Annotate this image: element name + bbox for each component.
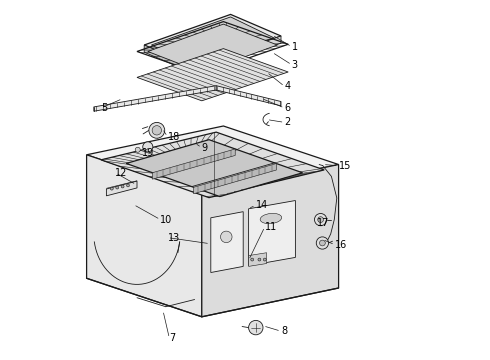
Circle shape xyxy=(126,184,129,187)
Polygon shape xyxy=(248,201,295,266)
Circle shape xyxy=(121,185,124,188)
Circle shape xyxy=(135,147,140,152)
Polygon shape xyxy=(211,212,243,273)
Polygon shape xyxy=(202,165,339,317)
Polygon shape xyxy=(87,155,202,317)
Circle shape xyxy=(149,122,165,138)
Polygon shape xyxy=(137,49,288,101)
Text: 8: 8 xyxy=(281,326,287,336)
Text: 9: 9 xyxy=(202,143,208,153)
Circle shape xyxy=(116,186,119,189)
Circle shape xyxy=(251,258,254,261)
Circle shape xyxy=(315,213,327,226)
Polygon shape xyxy=(144,14,281,67)
Text: 16: 16 xyxy=(335,240,347,250)
Circle shape xyxy=(110,187,113,190)
Text: 4: 4 xyxy=(285,81,291,91)
Circle shape xyxy=(152,126,162,135)
Circle shape xyxy=(143,142,153,152)
Polygon shape xyxy=(148,24,277,72)
Polygon shape xyxy=(151,17,274,66)
Circle shape xyxy=(263,258,266,261)
Text: 2: 2 xyxy=(285,117,291,127)
Circle shape xyxy=(220,231,232,243)
Text: 13: 13 xyxy=(168,233,180,243)
Text: 15: 15 xyxy=(339,161,351,171)
Circle shape xyxy=(316,237,328,249)
Text: 11: 11 xyxy=(265,222,277,232)
Polygon shape xyxy=(87,126,339,193)
Polygon shape xyxy=(94,86,216,111)
Text: 19: 19 xyxy=(143,148,155,158)
Circle shape xyxy=(248,320,263,335)
Text: 3: 3 xyxy=(292,60,298,70)
Polygon shape xyxy=(101,132,324,198)
Text: 12: 12 xyxy=(116,168,128,178)
Polygon shape xyxy=(216,86,281,106)
Text: 17: 17 xyxy=(317,218,329,228)
Text: 14: 14 xyxy=(256,200,268,210)
Polygon shape xyxy=(106,181,137,196)
Polygon shape xyxy=(195,36,281,74)
Polygon shape xyxy=(126,140,303,197)
Text: 1: 1 xyxy=(292,42,298,52)
Polygon shape xyxy=(144,45,195,74)
Circle shape xyxy=(258,258,261,261)
Text: 6: 6 xyxy=(285,103,291,113)
Circle shape xyxy=(319,240,325,246)
Ellipse shape xyxy=(260,213,282,224)
Polygon shape xyxy=(194,163,276,194)
Text: 5: 5 xyxy=(101,103,107,113)
Polygon shape xyxy=(152,149,235,179)
Circle shape xyxy=(318,217,323,222)
Polygon shape xyxy=(248,253,267,266)
Text: 7: 7 xyxy=(170,333,175,343)
Text: 18: 18 xyxy=(168,132,180,142)
Text: 10: 10 xyxy=(160,215,172,225)
